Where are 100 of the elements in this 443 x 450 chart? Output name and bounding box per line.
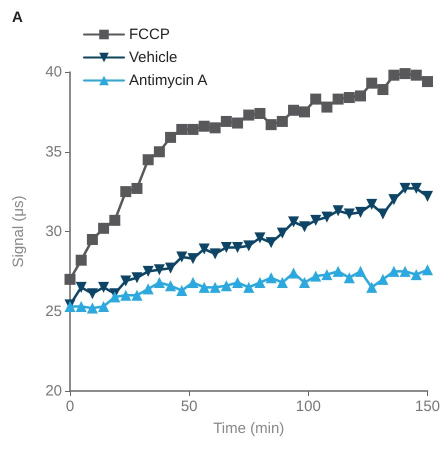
point — [254, 232, 266, 244]
y-tick-label: 40 — [45, 64, 62, 80]
point — [210, 122, 221, 134]
point — [422, 190, 433, 202]
point — [98, 300, 110, 312]
point — [243, 282, 254, 293]
point — [120, 275, 132, 286]
point — [98, 282, 110, 293]
point — [220, 280, 232, 292]
point — [76, 282, 87, 293]
point — [355, 206, 366, 218]
point — [344, 272, 355, 284]
legend-label: Vehicle — [129, 49, 178, 66]
point — [310, 94, 322, 105]
point — [377, 84, 388, 96]
point — [198, 282, 210, 293]
point — [321, 102, 332, 113]
point — [165, 132, 176, 143]
point — [142, 283, 154, 294]
point — [86, 302, 98, 314]
point — [388, 194, 400, 206]
point — [86, 288, 98, 300]
point — [98, 222, 110, 234]
point — [332, 205, 344, 216]
point — [109, 291, 120, 302]
point — [288, 216, 300, 228]
point — [176, 252, 188, 263]
x-tick-label: 50 — [180, 398, 198, 415]
point — [187, 253, 198, 264]
point — [344, 92, 355, 104]
point — [220, 116, 232, 127]
x-tick-label: 0 — [66, 398, 74, 415]
point — [254, 277, 266, 288]
point — [321, 212, 332, 223]
point — [120, 290, 132, 301]
y-tick-label: 25 — [45, 302, 62, 320]
point — [355, 90, 366, 102]
y-tick-label: 20 — [45, 382, 62, 400]
point — [176, 124, 188, 135]
point — [154, 146, 165, 158]
point — [243, 240, 254, 252]
point — [276, 277, 288, 288]
point — [254, 108, 266, 119]
y-tick-label: 35 — [45, 143, 62, 160]
point — [276, 228, 288, 239]
point — [400, 68, 411, 80]
point — [422, 76, 433, 88]
point — [276, 116, 288, 127]
point — [366, 78, 378, 89]
point — [142, 266, 154, 277]
point — [109, 214, 120, 226]
point — [76, 254, 87, 266]
point — [120, 186, 132, 198]
y-axis-title: Signal (μs) — [10, 196, 27, 268]
point — [310, 270, 322, 282]
point — [400, 266, 411, 277]
point — [266, 237, 277, 248]
x-axis-title: Time (min) — [213, 420, 284, 437]
point — [165, 280, 176, 292]
point — [355, 266, 366, 277]
point — [288, 104, 300, 116]
point — [422, 264, 433, 276]
point — [299, 277, 310, 288]
point — [332, 94, 344, 105]
point — [310, 214, 322, 226]
point — [366, 282, 378, 293]
point — [210, 248, 221, 260]
point — [165, 262, 176, 274]
text: A — [12, 9, 23, 26]
point — [64, 274, 76, 285]
point — [266, 119, 277, 130]
x-tick-label: 150 — [414, 398, 440, 415]
point — [76, 300, 87, 312]
point — [388, 266, 400, 277]
point — [388, 70, 400, 81]
point — [86, 234, 98, 245]
legend-label: Antimycin A — [129, 72, 208, 89]
point — [154, 264, 165, 276]
point — [410, 70, 422, 81]
point — [243, 110, 254, 121]
point — [154, 277, 165, 288]
point — [266, 272, 277, 284]
y-tick-label: 30 — [45, 223, 62, 240]
point — [187, 124, 198, 135]
legend-label: FCCP — [129, 26, 170, 43]
point — [299, 106, 310, 118]
point — [410, 269, 422, 280]
point — [400, 182, 411, 194]
point — [332, 266, 344, 277]
point — [220, 242, 232, 253]
point — [198, 244, 210, 255]
point — [410, 182, 422, 194]
point — [131, 272, 142, 284]
point — [232, 118, 244, 129]
point — [321, 269, 332, 280]
point — [131, 182, 142, 194]
point — [366, 198, 378, 210]
x-tick-label: 100 — [296, 398, 321, 415]
point — [344, 208, 355, 220]
point — [232, 277, 244, 288]
